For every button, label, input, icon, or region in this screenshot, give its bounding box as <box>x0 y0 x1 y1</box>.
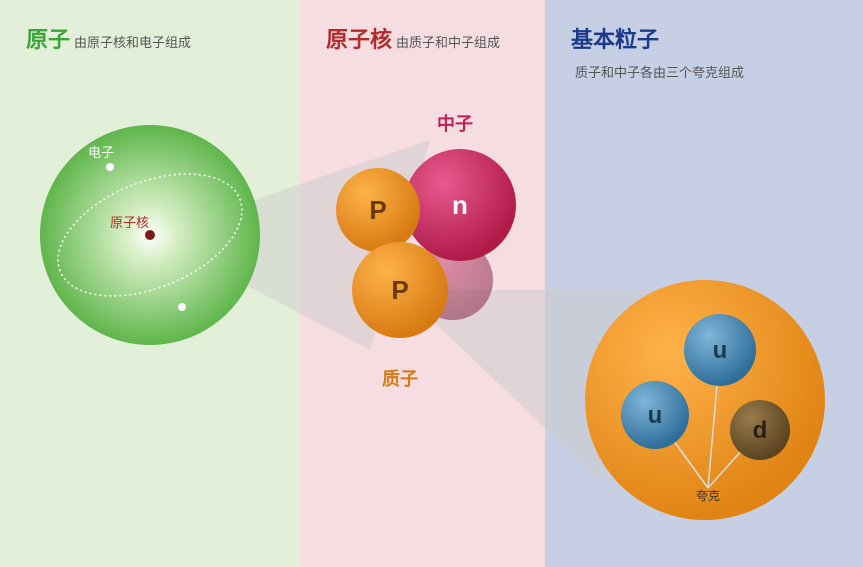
quark-label-u1: u <box>713 337 728 364</box>
quark-label-d: d <box>753 417 768 444</box>
quark-label-u2: u <box>648 402 663 429</box>
label-neutron: 中子 <box>437 113 473 134</box>
particle-label-proton1: P <box>369 195 386 225</box>
label-atom-nucleus: 原子核 <box>110 215 149 230</box>
particle-label-proton2: P <box>391 275 408 305</box>
diagram-svg: 电子原子核 n P P 中子质子 u u d 夸克 <box>0 0 863 567</box>
electron-1 <box>106 163 114 171</box>
label-electron: 电子 <box>88 145 114 160</box>
particle-label-neutron: n <box>452 190 468 220</box>
label-proton: 质子 <box>382 369 418 389</box>
atom-nucleus-dot <box>145 230 155 240</box>
electron-2 <box>178 303 186 311</box>
label-quark: 夸克 <box>696 489 720 503</box>
